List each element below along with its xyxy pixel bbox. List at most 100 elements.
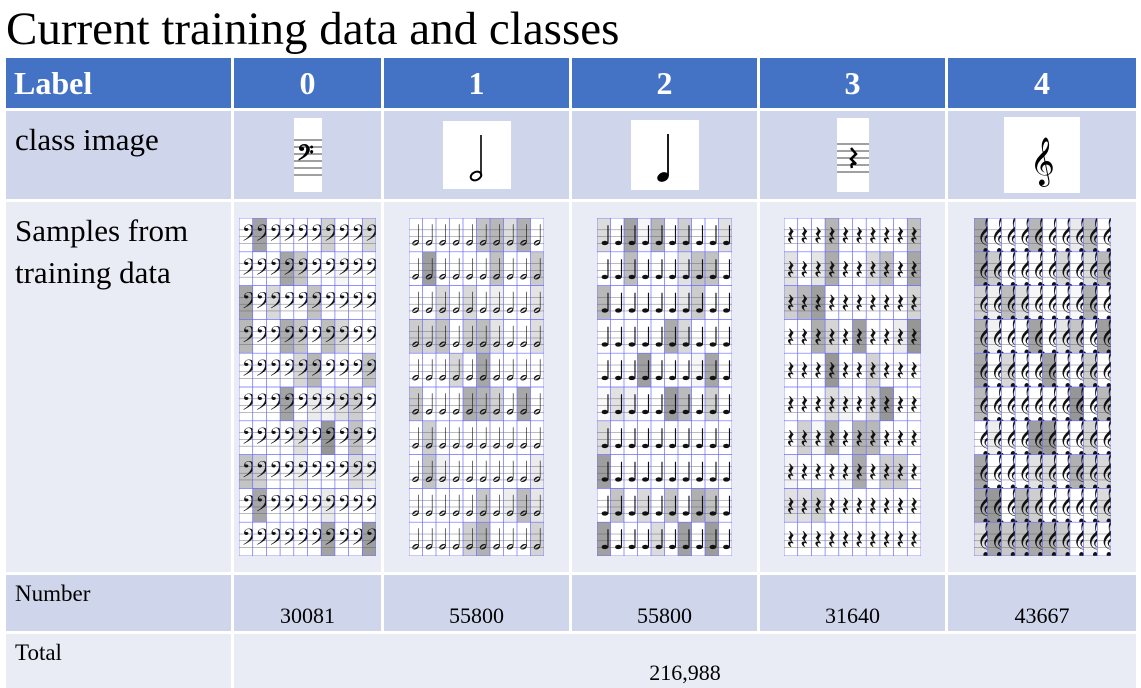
- svg-text:♩: ♩: [694, 491, 707, 522]
- svg-text:♩: ♩: [653, 255, 666, 286]
- svg-text:𝅗𝅥: 𝅗𝅥: [465, 221, 474, 252]
- svg-text:𝄽: 𝄽: [786, 491, 794, 522]
- svg-text:𝅗𝅥: 𝅗𝅥: [533, 525, 542, 556]
- svg-text:𝄽: 𝄽: [800, 322, 808, 353]
- svg-text:♩: ♩: [667, 424, 680, 455]
- svg-text:𝄢: 𝄢: [365, 491, 376, 522]
- svg-text:𝅗𝅥: 𝅗𝅥: [492, 289, 501, 320]
- svg-text:𝄽: 𝄽: [855, 424, 863, 455]
- svg-text:♩: ♩: [626, 289, 639, 320]
- header-class-0: 0: [234, 58, 381, 108]
- svg-text:𝅗𝅥: 𝅗𝅥: [479, 491, 488, 522]
- svg-text:♩: ♩: [653, 491, 666, 522]
- svg-text:♩: ♩: [694, 255, 707, 286]
- svg-text:𝄽: 𝄽: [841, 390, 849, 421]
- svg-text:𝄞: 𝄞: [1099, 283, 1110, 322]
- svg-text:𝄽: 𝄽: [814, 289, 822, 320]
- svg-text:♩: ♩: [640, 525, 653, 556]
- svg-text:𝄽: 𝄽: [786, 322, 794, 353]
- class-image-row-label: class image: [6, 111, 231, 199]
- svg-text:𝅗𝅥: 𝅗𝅥: [519, 255, 528, 286]
- svg-text:𝄢: 𝄢: [365, 424, 376, 455]
- svg-text:𝅗𝅥: 𝅗𝅥: [479, 424, 488, 455]
- svg-text:♩: ♩: [721, 525, 732, 556]
- header-class-1: 1: [384, 58, 569, 108]
- svg-text:𝅗𝅥: 𝅗𝅥: [533, 491, 542, 522]
- svg-text:𝄢: 𝄢: [365, 289, 376, 320]
- svg-text:𝄽: 𝄽: [786, 255, 794, 286]
- class-image-cell-3: [760, 111, 945, 199]
- svg-text:𝅗𝅥: 𝅗𝅥: [479, 255, 488, 286]
- number-cell-0: 30081: [234, 575, 381, 631]
- svg-text:♩: ♩: [626, 525, 639, 556]
- svg-text:♩: ♩: [599, 458, 612, 489]
- svg-text:♩: ♩: [680, 322, 693, 353]
- svg-text:𝄽: 𝄽: [855, 322, 863, 353]
- samples-cell-1: 𝅗𝅥 𝅗𝅥 𝅗𝅥 𝅗𝅥 𝅗𝅥 𝅗𝅥 𝅗𝅥 𝅗𝅥 𝅗𝅥 𝅗𝅥 𝅗𝅥 𝅗𝅥 𝅗𝅥 𝅗𝅥 𝅗𝅥 𝅗𝅥 𝅗𝅥 𝅗𝅥 𝅗𝅥 𝅗𝅥…: [384, 202, 569, 572]
- svg-text:𝄽: 𝄽: [869, 255, 877, 286]
- svg-text:𝄽: 𝄽: [882, 390, 890, 421]
- svg-text:𝄽: 𝄽: [910, 356, 918, 387]
- svg-text:♩: ♩: [653, 289, 666, 320]
- svg-text:♩: ♩: [613, 458, 626, 489]
- svg-text:♩: ♩: [640, 289, 653, 320]
- svg-text:𝄽: 𝄽: [828, 322, 836, 353]
- svg-text:𝅗𝅥: 𝅗𝅥: [506, 356, 515, 387]
- svg-text:𝄽: 𝄽: [882, 221, 890, 252]
- svg-text:𝅗𝅥: 𝅗𝅥: [492, 525, 501, 556]
- svg-text:♩: ♩: [694, 356, 707, 387]
- svg-text:𝄢: 𝄢: [365, 356, 376, 387]
- svg-text:𝅗𝅥: 𝅗𝅥: [411, 322, 420, 353]
- svg-text:𝄽: 𝄽: [855, 491, 863, 522]
- svg-text:𝅗𝅥: 𝅗𝅥: [479, 289, 488, 320]
- svg-text:𝄞: 𝄞: [1099, 418, 1110, 457]
- svg-text:𝄽: 𝄽: [855, 458, 863, 489]
- svg-text:𝄽: 𝄽: [828, 390, 836, 421]
- svg-text:𝅗𝅥: 𝅗𝅥: [425, 221, 434, 252]
- svg-text:𝅗𝅥: 𝅗𝅥: [533, 390, 542, 421]
- sample-mosaic-3: 𝄽 𝄽 𝄽 𝄽 𝄽 𝄽 𝄽 𝄽 𝄽 𝄽𝄽 𝄽 𝄽 𝄽 𝄽 𝄽 𝄽 𝄽 𝄽 𝄽𝄽 𝄽 𝄽 𝄽 𝄽 𝄽 𝄽 𝄽 𝄽 𝄽𝄽 𝄽 𝄽 𝄽 𝄽 𝄽 𝄽 𝄽 𝄽 𝄽…: [784, 218, 921, 556]
- svg-text:𝅗𝅥: 𝅗𝅥: [506, 491, 515, 522]
- svg-text:𝄽: 𝄽: [896, 289, 904, 320]
- svg-text:𝅗𝅥: 𝅗𝅥: [438, 525, 447, 556]
- svg-text:𝅗𝅥: 𝅗𝅥: [452, 390, 461, 421]
- svg-text:𝄽: 𝄽: [882, 255, 890, 286]
- svg-text:♩: ♩: [721, 491, 732, 522]
- svg-text:♩: ♩: [707, 491, 720, 522]
- svg-text:♩: ♩: [640, 424, 653, 455]
- svg-text:𝄽: 𝄽: [896, 424, 904, 455]
- svg-text:𝅗𝅥: 𝅗𝅥: [438, 221, 447, 252]
- svg-text:𝄽: 𝄽: [786, 356, 794, 387]
- quarter-rest-icon: [836, 118, 869, 192]
- svg-text:𝅗𝅥: 𝅗𝅥: [492, 356, 501, 387]
- header-class-2: 2: [572, 58, 757, 108]
- svg-text:♩: ♩: [667, 356, 680, 387]
- svg-text:𝄽: 𝄽: [841, 424, 849, 455]
- class-image-cell-1: [384, 111, 569, 199]
- svg-text:𝅗𝅥: 𝅗𝅥: [506, 255, 515, 286]
- half-note-icon: [442, 121, 511, 189]
- svg-text:𝅗𝅥: 𝅗𝅥: [519, 221, 528, 252]
- svg-text:♩: ♩: [721, 356, 732, 387]
- svg-text:♩: ♩: [599, 322, 612, 353]
- svg-text:𝄽: 𝄽: [869, 289, 877, 320]
- svg-text:𝅗𝅥: 𝅗𝅥: [519, 424, 528, 455]
- svg-text:𝄽: 𝄽: [814, 255, 822, 286]
- svg-text:♩: ♩: [599, 525, 612, 556]
- svg-text:♩: ♩: [626, 424, 639, 455]
- svg-text:♩: ♩: [694, 322, 707, 353]
- samples-cell-2: ♩ ♩ ♩ ♩ ♩ ♩ ♩ ♩ ♩ ♩ ♩ ♩ ♩ ♩ ♩ ♩ ♩ ♩ ♩ ♩ ♩ ♩ ♩ ♩ ♩ ♩ ♩ ♩ ♩ ♩ ♩ ♩ ♩ ♩ ♩ ♩ ♩ ♩ ♩ ♩…: [572, 202, 757, 572]
- svg-text:𝄢: 𝄢: [365, 255, 376, 286]
- svg-text:𝄽: 𝄽: [814, 525, 822, 556]
- number-cell-2: 55800: [572, 575, 757, 631]
- svg-text:𝄽: 𝄽: [896, 221, 904, 252]
- svg-text:♩: ♩: [599, 255, 612, 286]
- svg-text:♩: ♩: [626, 322, 639, 353]
- svg-text:♩: ♩: [667, 221, 680, 252]
- svg-text:𝄽: 𝄽: [828, 491, 836, 522]
- svg-text:♩: ♩: [613, 289, 626, 320]
- svg-text:𝄽: 𝄽: [882, 458, 890, 489]
- svg-text:𝅗𝅥: 𝅗𝅥: [465, 322, 474, 353]
- svg-text:♩: ♩: [613, 491, 626, 522]
- svg-text:♩: ♩: [626, 390, 639, 421]
